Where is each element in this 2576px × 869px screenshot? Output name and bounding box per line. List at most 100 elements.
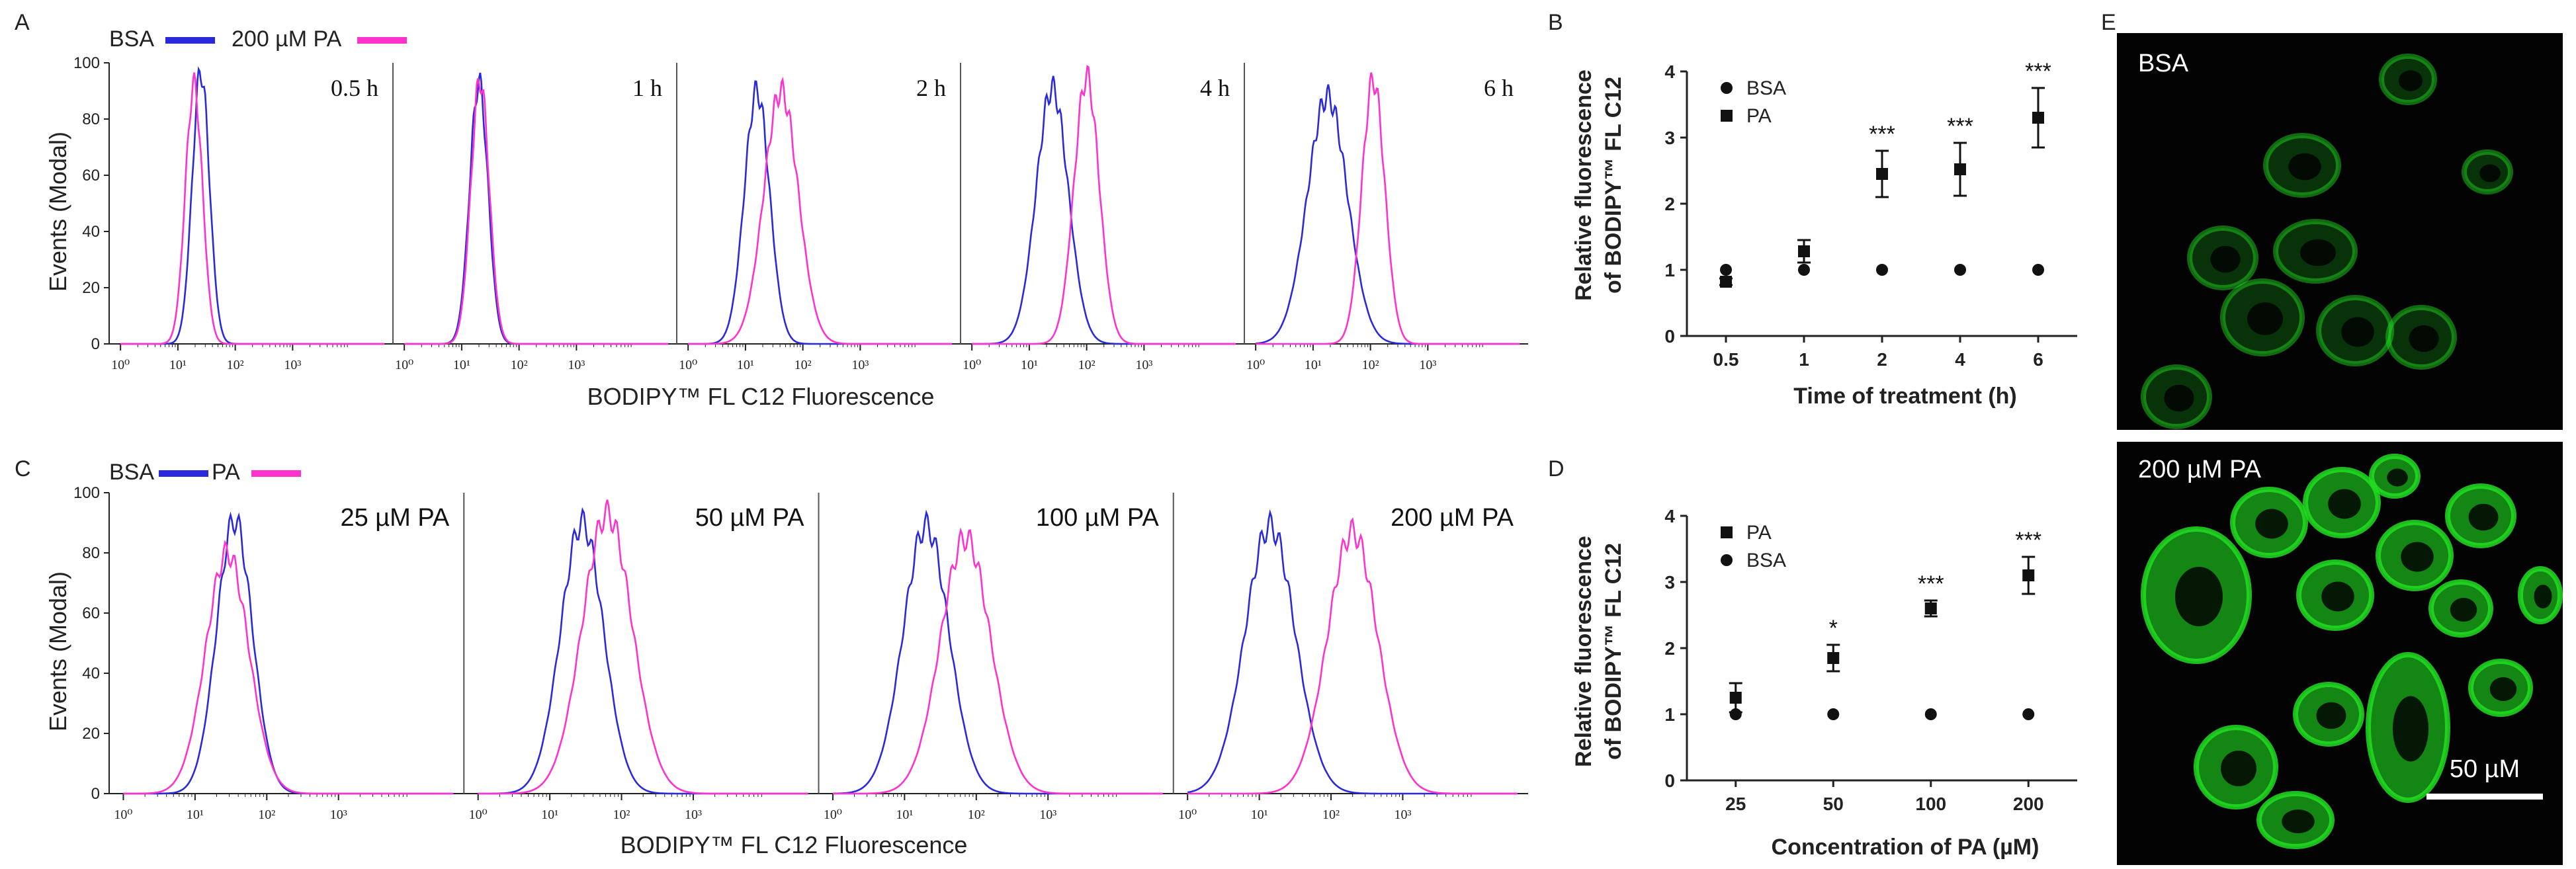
y-tick-label: 0: [1664, 770, 1675, 791]
y-tick-label: 60: [82, 604, 100, 622]
cell-nucleus: [2247, 302, 2283, 335]
x-tick-label: 10⁰: [395, 358, 413, 372]
data-point-pa: [1798, 245, 1810, 257]
subplot-label: 200 µM PA: [1391, 504, 1514, 532]
scale-bar: [2426, 794, 2543, 800]
histogram-pa: [1187, 517, 1518, 795]
x-tick-label: 10²: [1322, 807, 1340, 822]
micrograph-200-pa-label: 200 µM PA: [2138, 456, 2262, 483]
data-point-bsa: [2022, 708, 2035, 720]
data-point-bsa: [1827, 708, 1840, 720]
x-tick-label: 10¹: [737, 358, 754, 372]
panel-b-x-label: Time of treatment (h): [1793, 384, 2017, 409]
cell-nucleus: [2175, 567, 2223, 626]
histogram-bsa: [123, 511, 454, 795]
x-tick-label: 10¹: [453, 358, 470, 372]
cell-nucleus: [2282, 809, 2315, 833]
x-tick-label: 10³: [568, 358, 585, 372]
y-tick-label: 0: [91, 785, 100, 803]
x-tick-label: 100: [1915, 794, 1946, 814]
x-tick-label: 10³: [1419, 358, 1436, 372]
cell-nucleus: [2387, 468, 2408, 487]
y-tick-label: 80: [82, 110, 100, 128]
cell-nucleus: [2255, 509, 2288, 539]
y-tick-label: 20: [82, 279, 100, 297]
histogram-pa: [1256, 72, 1520, 345]
legend-swatch-pa: [251, 470, 301, 477]
legend-label-bsa: BSA: [1746, 550, 1786, 571]
cell-nucleus: [2210, 245, 2241, 273]
histogram-pa: [478, 499, 808, 795]
panel-b-y-label-line2: of BODIPY™ FL C12: [1601, 77, 1626, 294]
subplot-label: 0.5 h: [331, 75, 378, 101]
subplot-label: 50 µM PA: [695, 504, 804, 532]
x-tick-label: 25: [1725, 794, 1746, 814]
x-tick-label: 10⁰: [1246, 358, 1265, 372]
subplot-label: 25 µM PA: [340, 504, 449, 532]
panel-c-x-label: BODIPY™ FL C12 Fluorescence: [621, 831, 968, 858]
x-tick-label: 4: [1955, 349, 1965, 370]
subplot-label: 100 µM PA: [1036, 504, 1160, 532]
data-point-bsa: [1798, 264, 1810, 276]
x-tick-label: 10²: [258, 807, 275, 822]
x-tick-label: 10²: [794, 358, 812, 372]
cell-nucleus: [2164, 384, 2194, 412]
data-point-pa: [1720, 276, 1732, 288]
cell-nucleus: [2534, 585, 2552, 608]
histogram-pa: [404, 78, 669, 345]
panel-c-y-label: Events (Modal): [44, 571, 71, 731]
panel-d-x-label: Concentration of PA (µM): [1772, 835, 2039, 860]
cell-nucleus: [2288, 153, 2321, 181]
data-point-bsa: [1729, 708, 1742, 720]
y-tick-label: 40: [82, 665, 100, 683]
significance-annotation: ***: [2015, 528, 2041, 553]
cell-nucleus: [2316, 702, 2346, 729]
micrograph-bsa-cells: [2141, 54, 2513, 429]
x-tick-label: 10³: [1039, 807, 1056, 822]
panel-b-time-course-plot: 0 1 2 3 4 0.5 1 2 4 6 *** *** *** BSA PA: [1664, 59, 2077, 370]
cell-nucleus: [2479, 164, 2501, 183]
x-tick-label: 2: [1877, 349, 1887, 370]
panel-c-flow-histograms: 0 20 40 60 80 100 10⁰ 10¹ 10² 10³ 25 µM PA 10⁰ 10¹ 10…: [73, 484, 1528, 822]
legend-marker-bsa: [1721, 554, 1733, 566]
x-tick-label: 200: [2013, 794, 2044, 814]
x-tick-label: 10³: [851, 358, 869, 372]
x-tick-label: 0.5: [1713, 349, 1739, 370]
histogram-bsa: [1187, 509, 1518, 795]
y-tick-label: 1: [1664, 704, 1675, 725]
histogram-bsa: [833, 509, 1163, 795]
cell-nucleus: [2399, 70, 2423, 91]
legend-marker-pa: [1721, 110, 1733, 122]
x-tick-label: 10¹: [169, 358, 187, 372]
y-tick-label: 1: [1664, 260, 1675, 280]
y-tick-label: 60: [82, 167, 100, 185]
legend-label-pa: PA: [212, 460, 240, 485]
histogram-pa: [833, 527, 1163, 795]
cell-nucleus: [2489, 677, 2517, 701]
significance-annotation: ***: [2025, 59, 2051, 84]
x-tick-label: 10³: [330, 807, 347, 822]
panel-letter-c: C: [15, 456, 31, 481]
y-tick-label: 0: [1664, 326, 1675, 347]
panel-a-legend: BSA 200 µM PA: [109, 26, 407, 52]
x-tick-label: 10¹: [1021, 358, 1038, 372]
legend-label-bsa: BSA: [109, 460, 154, 485]
legend-swatch-pa: [357, 37, 407, 44]
histogram-pa: [972, 64, 1236, 345]
histogram-pa: [123, 540, 454, 795]
y-tick-label: 100: [73, 484, 100, 502]
x-tick-label: 10²: [1362, 358, 1379, 372]
x-tick-label: 10³: [1394, 807, 1411, 822]
x-tick-label: 10⁰: [114, 807, 132, 822]
panel-a-flow-histograms: 0 20 40 60 80 100 10⁰ 10¹ 10² 10³ 0.5 h 10⁰ 10¹ 10² 10…: [73, 54, 1528, 372]
x-tick-label: 10²: [227, 358, 244, 372]
histogram-bsa: [120, 66, 385, 345]
subplot-label: 1 h: [632, 75, 662, 101]
x-tick-label: 10¹: [541, 807, 558, 822]
data-point-bsa: [2032, 264, 2044, 276]
panel-letter-b: B: [1548, 10, 1563, 35]
scale-bar-label: 50 µM: [2450, 755, 2520, 783]
data-point-bsa: [1924, 708, 1937, 720]
data-point-bsa: [1876, 264, 1888, 276]
